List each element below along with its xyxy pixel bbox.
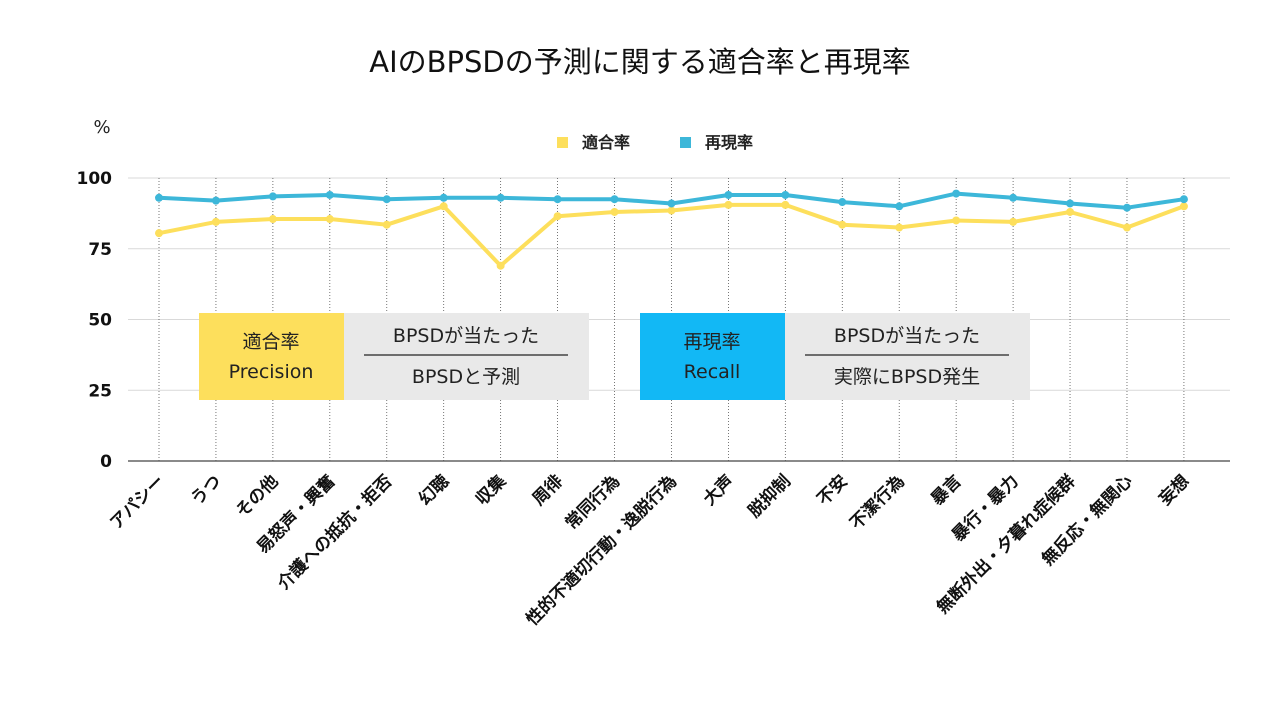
precision-numerator: BPSDが当たった: [393, 325, 539, 347]
data-point-precision: [838, 220, 847, 229]
precision-denominator: BPSDと予測: [412, 366, 520, 388]
data-point-precision: [553, 212, 562, 221]
legend: 適合率 再現率: [557, 133, 753, 152]
recall-denominator: 実際にBPSD発生: [834, 366, 980, 388]
legend-label-precision: 適合率: [582, 133, 630, 152]
data-point-recall: [952, 189, 961, 198]
legend-item-precision: 適合率: [557, 133, 630, 152]
y-unit-label: %: [93, 117, 110, 138]
y-axis: 0 25 50 75 100: [77, 169, 113, 472]
x-tick-label: 脱抑制: [744, 471, 795, 522]
series-points: [155, 189, 1188, 270]
y-tick-label-25: 25: [88, 381, 112, 401]
x-tick-label: うつ: [187, 471, 225, 509]
x-tick-label: 大声: [699, 471, 738, 510]
annotation-precision: 適合率 Precision BPSDが当たった BPSDと予測: [199, 313, 589, 400]
data-point-precision: [439, 202, 448, 211]
data-point-recall: [667, 199, 676, 208]
x-tick-label: その他: [232, 471, 283, 522]
data-point-recall: [610, 195, 619, 204]
data-point-recall: [1122, 203, 1131, 212]
recall-numerator: BPSDが当たった: [834, 325, 980, 347]
data-point-precision: [952, 216, 961, 225]
x-tick-label: アパシー: [107, 471, 169, 533]
data-point-precision: [667, 206, 676, 215]
recall-label-box: [640, 313, 785, 400]
data-point-recall: [325, 190, 334, 199]
data-point-precision: [268, 215, 277, 224]
data-point-recall: [895, 202, 904, 211]
data-point-precision: [610, 207, 619, 216]
data-point-recall: [211, 196, 220, 205]
precision-label-sub: Precision: [229, 361, 314, 383]
data-point-precision: [1066, 207, 1075, 216]
precision-label-box: [199, 313, 344, 400]
chart-title: AIのBPSDの予測に関する適合率と再現率: [369, 45, 911, 79]
data-point-precision: [211, 217, 220, 226]
x-tick-label: 収集: [471, 470, 511, 510]
y-tick-label-0: 0: [100, 452, 112, 472]
data-point-precision: [724, 200, 733, 209]
recall-formula-box: [785, 313, 1030, 400]
data-point-precision: [1179, 202, 1188, 211]
x-tick-label: 暴言: [926, 471, 966, 511]
y-tick-label-100: 100: [77, 169, 113, 189]
x-tick-label: 周徘: [528, 471, 567, 510]
data-point-recall: [553, 195, 562, 204]
precision-label-title: 適合率: [242, 331, 299, 353]
data-point-precision: [496, 261, 505, 270]
data-point-recall: [155, 193, 163, 202]
data-point-recall: [1009, 193, 1018, 202]
y-tick-label-50: 50: [88, 311, 112, 331]
legend-swatch-recall: [680, 137, 691, 148]
legend-item-recall: 再現率: [680, 133, 753, 152]
legend-label-recall: 再現率: [705, 133, 753, 152]
data-point-precision: [382, 220, 391, 229]
recall-label-title: 再現率: [683, 331, 740, 353]
data-point-recall: [1066, 199, 1075, 208]
x-tick-label: 妄想: [1155, 471, 1194, 510]
data-point-recall: [382, 195, 391, 204]
precision-formula-box: [344, 313, 589, 400]
data-point-precision: [895, 223, 904, 232]
data-point-precision: [325, 215, 334, 224]
data-point-recall: [838, 198, 847, 207]
data-point-precision: [1009, 217, 1018, 226]
data-point-recall: [496, 193, 505, 202]
data-point-recall: [1179, 195, 1188, 204]
data-point-precision: [1122, 223, 1131, 232]
x-tick-label: 幻聴: [414, 471, 453, 510]
y-tick-label-75: 75: [88, 240, 112, 260]
annotation-recall: 再現率 Recall BPSDが当たった 実際にBPSD発生: [640, 313, 1030, 400]
data-point-recall: [724, 190, 733, 199]
data-point-precision: [155, 229, 163, 238]
legend-swatch-precision: [557, 137, 568, 148]
data-point-recall: [439, 193, 448, 202]
x-tick-label: 不潔行為: [846, 471, 909, 534]
data-point-precision: [781, 200, 790, 209]
data-point-recall: [268, 192, 277, 201]
x-tick-label: 不安: [813, 471, 852, 510]
recall-label-sub: Recall: [684, 361, 741, 383]
data-point-recall: [781, 190, 790, 199]
